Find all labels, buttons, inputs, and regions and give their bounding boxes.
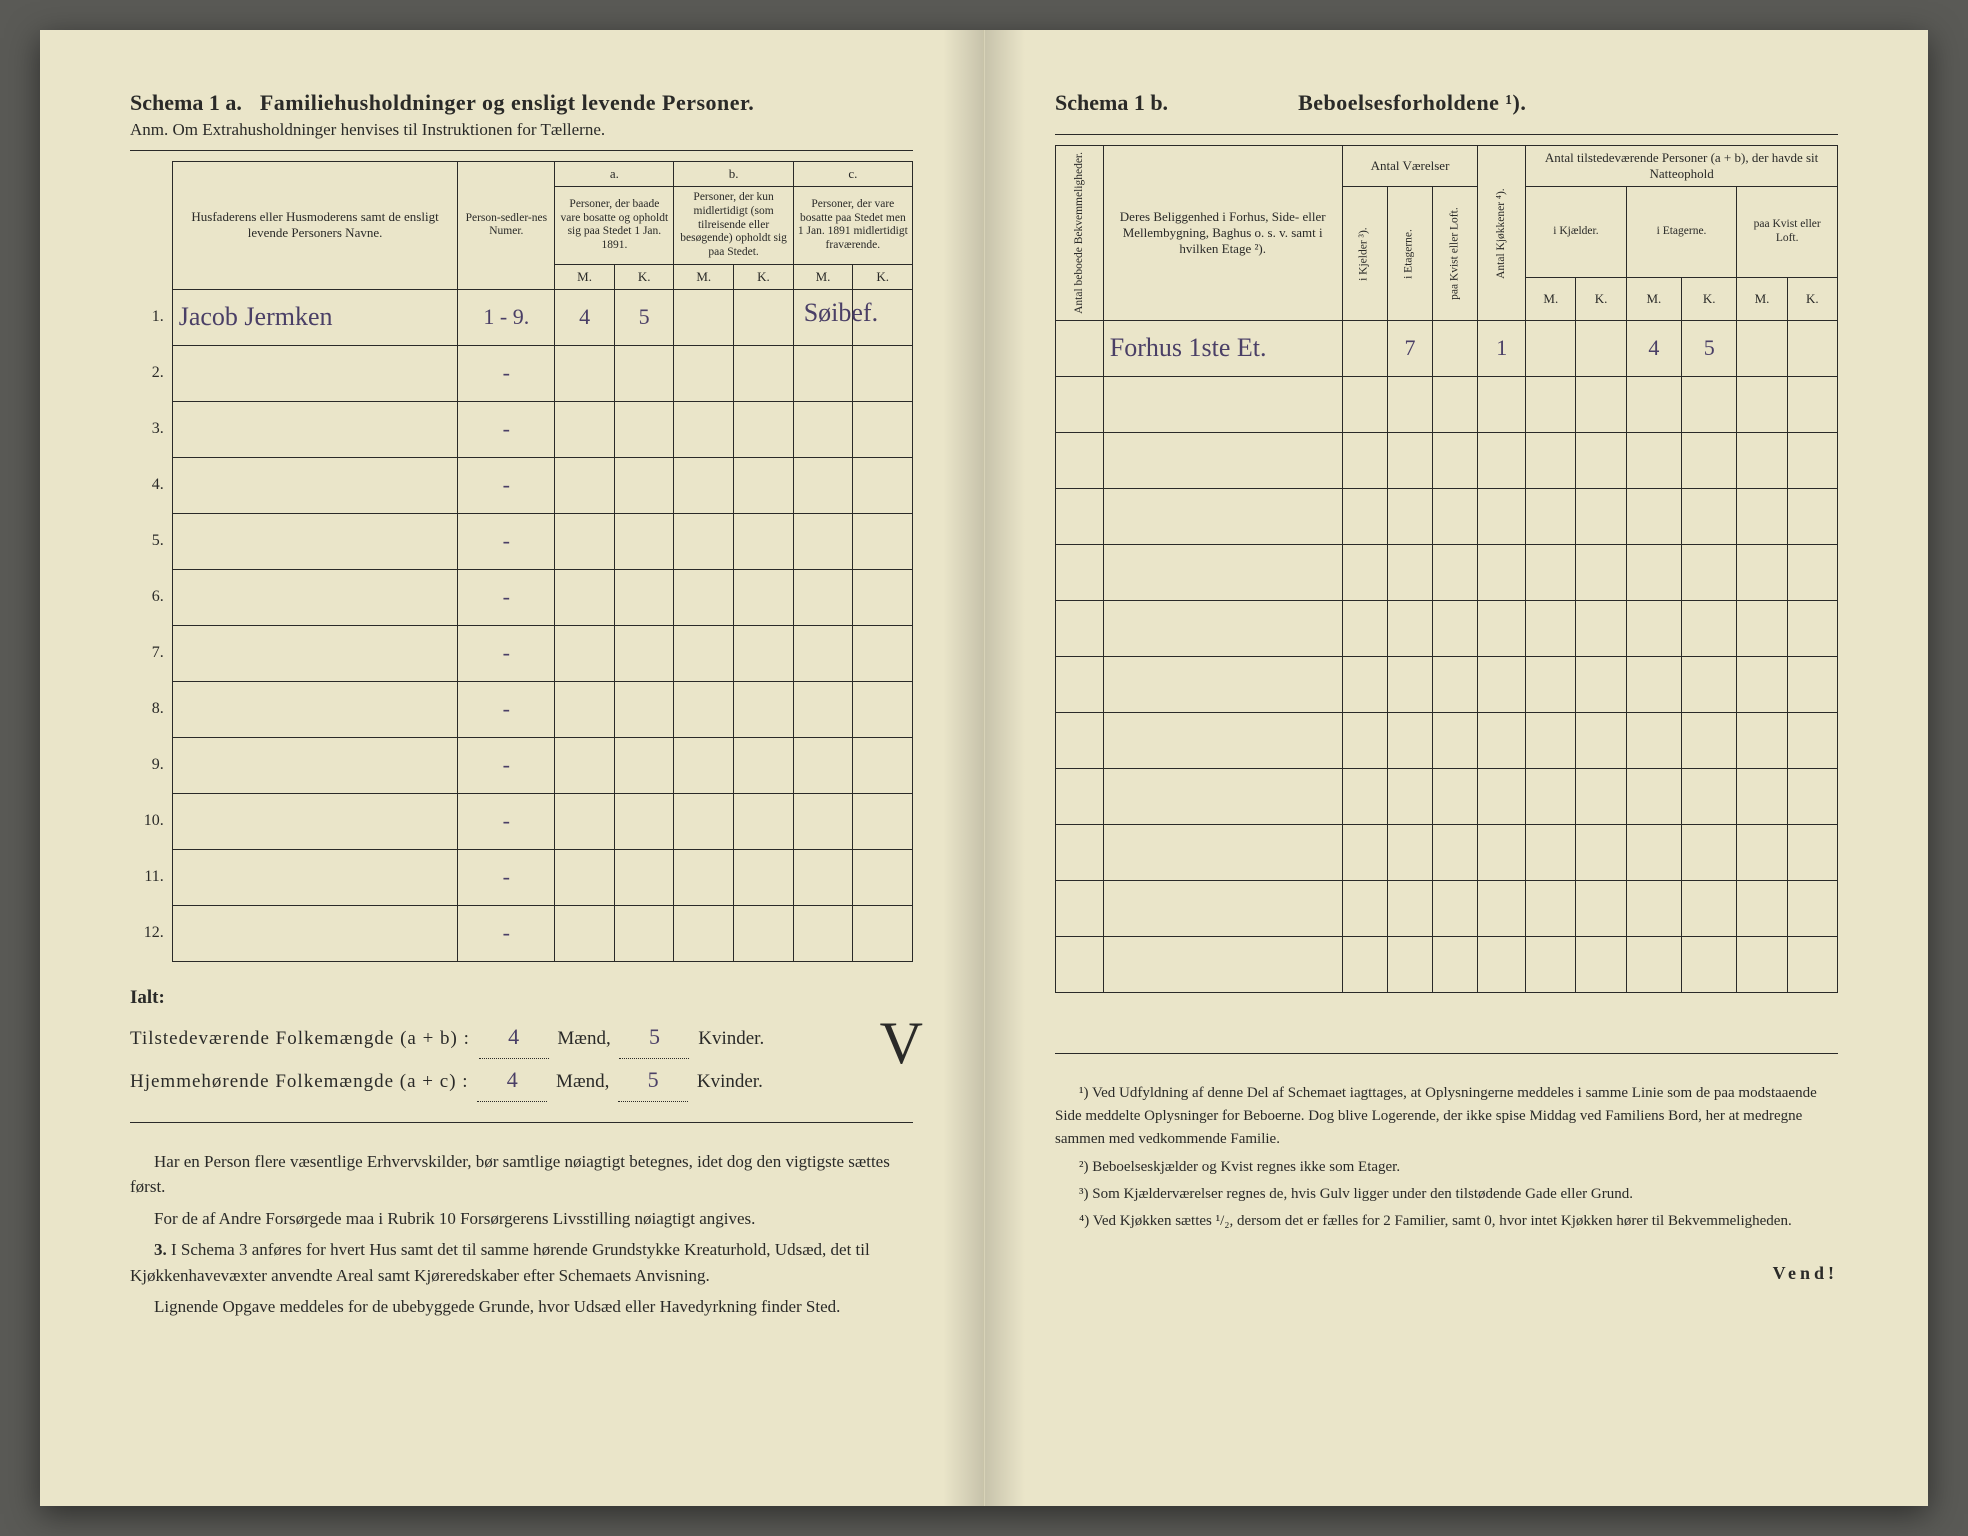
table-row bbox=[1056, 880, 1838, 936]
table-row bbox=[1056, 488, 1838, 544]
table-row: 12.- bbox=[130, 905, 913, 961]
name-cell bbox=[172, 849, 458, 905]
table-row bbox=[1056, 824, 1838, 880]
table-row bbox=[1056, 768, 1838, 824]
col-bekvem: Antal beboede Bekvemmeligheder. bbox=[1056, 146, 1104, 321]
tot1-m: 4 bbox=[479, 1016, 549, 1059]
name-cell bbox=[172, 569, 458, 625]
tot2-k: 5 bbox=[618, 1059, 688, 1102]
grp-vaerelser: Antal Værelser bbox=[1342, 146, 1478, 187]
name-cell bbox=[172, 737, 458, 793]
table-row bbox=[1056, 376, 1838, 432]
group-a: a. bbox=[555, 162, 674, 187]
tot1-k: 5 bbox=[619, 1016, 689, 1059]
group-b: b. bbox=[674, 162, 793, 187]
group-c: c. bbox=[793, 162, 912, 187]
table-row: Forhus 1ste Et.7145 bbox=[1056, 320, 1838, 376]
table-row bbox=[1056, 600, 1838, 656]
col-personsedler: Person-sedler-nes Numer. bbox=[458, 162, 555, 290]
table-row bbox=[1056, 544, 1838, 600]
grp-personer: Antal tilstedeværende Personer (a + b), … bbox=[1526, 146, 1838, 187]
page-left: Schema 1 a. Familiehusholdninger og ensl… bbox=[40, 30, 984, 1506]
table-row: 9.- bbox=[130, 737, 913, 793]
name-cell bbox=[172, 513, 458, 569]
vend-label: Vend! bbox=[1055, 1263, 1838, 1284]
check-mark-icon: V bbox=[880, 986, 923, 1100]
right-footnotes: ¹) Ved Udfyldning af denne Del af Schema… bbox=[1055, 1082, 1838, 1234]
table-row bbox=[1056, 656, 1838, 712]
table-row bbox=[1056, 712, 1838, 768]
name-cell bbox=[172, 401, 458, 457]
schema-1b-title: Beboelsesforholdene ¹). bbox=[1298, 90, 1526, 116]
table-row: 2.- bbox=[130, 345, 913, 401]
name-cell bbox=[172, 457, 458, 513]
group-b-text: Personer, der kun midlertidigt (som tilr… bbox=[674, 187, 793, 265]
table-row: 7.- bbox=[130, 625, 913, 681]
book-spread: Schema 1 a. Familiehusholdninger og ensl… bbox=[40, 30, 1928, 1506]
schema-1a-sub: Anm. Om Extrahusholdninger henvises til … bbox=[130, 120, 913, 140]
group-a-text: Personer, der baade vare bosatte og opho… bbox=[555, 187, 674, 265]
name-cell: Jacob Jermken bbox=[172, 289, 458, 345]
name-cell bbox=[172, 345, 458, 401]
name-cell bbox=[172, 681, 458, 737]
col-name: Husfaderens eller Husmoderens samt de en… bbox=[172, 162, 458, 290]
table-row: 6.- bbox=[130, 569, 913, 625]
table-row: 5.- bbox=[130, 513, 913, 569]
table-row bbox=[1056, 936, 1838, 992]
table-row: 4.- bbox=[130, 457, 913, 513]
table-row: 3.- bbox=[130, 401, 913, 457]
schema-1b-label: Schema 1 b. bbox=[1055, 90, 1168, 116]
tot2-m: 4 bbox=[477, 1059, 547, 1102]
group-c-text: Personer, der vare bosatte paa Stedet me… bbox=[793, 187, 912, 265]
table-row: 1.Jacob Jermken1 - 9.45Søibef. bbox=[130, 289, 913, 345]
table-1b: Antal beboede Bekvemmeligheder. Deres Be… bbox=[1055, 145, 1838, 993]
name-cell bbox=[172, 905, 458, 961]
tot2-label: Hjemmehørende Folkemængde (a + c) : bbox=[130, 1071, 469, 1092]
table-row bbox=[1056, 432, 1838, 488]
col-beligg: Deres Beliggenhed i Forhus, Side- eller … bbox=[1103, 146, 1342, 321]
ialt-label: Ialt: bbox=[130, 987, 165, 1008]
table-row: 8.- bbox=[130, 681, 913, 737]
col-kjokkener: Antal Kjøkkener ⁴). bbox=[1478, 146, 1526, 321]
left-body-text: Har en Person flere væsentlige Erhvervsk… bbox=[130, 1149, 913, 1320]
page-right: Schema 1 b. Beboelsesforholdene ¹). Anta… bbox=[984, 30, 1928, 1506]
table-1a: Husfaderens eller Husmoderens samt de en… bbox=[130, 161, 913, 962]
tot1-label: Tilstedeværende Folkemængde (a + b) : bbox=[130, 1028, 470, 1049]
table-row: 11.- bbox=[130, 849, 913, 905]
schema-1a-label: Schema 1 a. bbox=[130, 90, 242, 116]
name-cell bbox=[172, 625, 458, 681]
schema-1a-title: Familiehusholdninger og ensligt levende … bbox=[260, 90, 754, 116]
table-row: 10.- bbox=[130, 793, 913, 849]
name-cell bbox=[172, 793, 458, 849]
